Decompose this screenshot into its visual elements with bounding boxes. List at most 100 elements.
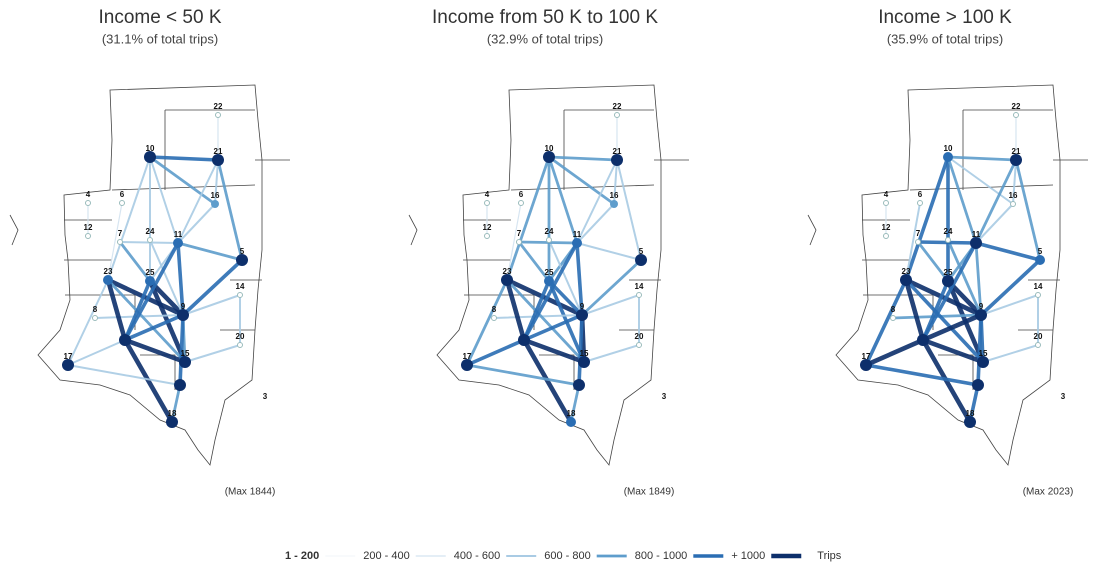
flow-line: [465, 363, 581, 387]
zone-label: 24: [545, 227, 554, 236]
zone-node: [518, 200, 524, 206]
flow-line: [504, 277, 527, 343]
hub-node: [972, 379, 984, 391]
flow-line: [105, 277, 128, 343]
zone-node: [1010, 201, 1016, 207]
map: 22 10 21 16 4 6 12 7 24 11 5 23 25 9 14 8 20 17 15 18 3: [408, 84, 689, 466]
hub-node: [119, 334, 131, 346]
zone-label: 6: [918, 190, 923, 199]
flow-line: [583, 344, 640, 363]
flow-line: [177, 203, 216, 244]
zone-label: 18: [567, 409, 576, 418]
flow-line: [105, 277, 186, 318]
zone-node: [636, 292, 642, 298]
flow-line: [504, 277, 585, 318]
zone-label: 4: [884, 190, 889, 199]
zone-node: [119, 200, 125, 206]
flow-line: [975, 203, 1014, 244]
flow-line: [547, 155, 616, 206]
flow-line: [505, 155, 551, 282]
flow-line: [123, 313, 185, 342]
zone-node: [883, 200, 889, 206]
flow-line: [122, 337, 188, 365]
flow-line: [1014, 158, 1042, 262]
flow-line: [517, 240, 551, 283]
flow-line: [547, 155, 619, 162]
flow-line: [577, 313, 584, 387]
zone-node: [236, 254, 248, 266]
panel-title: Income < 50 K: [98, 7, 221, 28]
zone-node: [117, 239, 123, 245]
hub-node: [174, 379, 186, 391]
zone-label: 11: [972, 230, 981, 239]
flow-line: [522, 241, 579, 342]
zone-node: [177, 309, 189, 321]
flow-line: [176, 241, 244, 262]
max-label: (Max 1849): [624, 487, 675, 498]
zone-label: 16: [610, 191, 619, 200]
zone-node: [635, 254, 647, 266]
panel-subtitle: (35.9% of total trips): [887, 31, 1003, 46]
flow-line: [903, 277, 984, 318]
zone-node: [890, 315, 896, 321]
flow-line: [980, 294, 1039, 316]
zone-label: 24: [146, 227, 155, 236]
flow-line: [522, 313, 584, 342]
zone-node: [144, 151, 156, 163]
zone-node: [860, 359, 872, 371]
flow-line: [921, 241, 978, 342]
flow-line: [569, 383, 581, 424]
flow-line: [1012, 159, 1017, 205]
flow-line: [974, 158, 1018, 245]
flow-line: [149, 239, 184, 316]
flow-line: [974, 241, 1042, 262]
zone-label: 11: [573, 230, 582, 239]
zone-node: [943, 152, 953, 162]
zone-label: 12: [882, 223, 891, 232]
zone-label: 20: [1034, 332, 1043, 341]
zone-label: 7: [517, 229, 522, 238]
zone-label: 11: [174, 230, 183, 239]
flow-line: [505, 278, 586, 364]
zone-node: [614, 112, 620, 118]
zone-label: 10: [146, 144, 155, 153]
flow-line: [863, 337, 926, 368]
zone-label: 20: [635, 332, 644, 341]
flow-line: [920, 337, 986, 365]
zone-label: 22: [613, 102, 622, 111]
flow-line: [946, 155, 978, 245]
zone-label: 22: [1012, 102, 1021, 111]
flow-line: [904, 278, 985, 364]
zone-label: 23: [104, 267, 113, 276]
zone-node: [611, 154, 623, 166]
zone-label: 18: [168, 409, 177, 418]
zone-node: [572, 238, 582, 248]
flow-line: [107, 156, 151, 281]
zone-label: 23: [902, 267, 911, 276]
flow-line: [916, 240, 950, 283]
zone-label: 9: [181, 302, 186, 311]
zone-label: 4: [485, 190, 490, 199]
map: 22 10 21 16 4 6 12 7 24 11 5 23 25 9 14 8 20 17 15 18 3: [9, 84, 290, 466]
flow-line: [170, 383, 182, 424]
max-label: (Max 2023): [1023, 487, 1074, 498]
zone-node: [578, 356, 590, 368]
zone-node: [900, 274, 912, 286]
flow-line: [904, 155, 950, 282]
zone-node: [484, 200, 490, 206]
zone-node: [543, 151, 555, 163]
panel-title: Income > 100 K: [878, 7, 1012, 28]
zone-node: [103, 275, 113, 285]
zone-node: [977, 356, 989, 368]
zone-node: [516, 239, 522, 245]
zone-node: [484, 233, 490, 239]
flow-line: [177, 159, 219, 244]
flow-line: [182, 294, 241, 316]
zone-node: [915, 239, 921, 245]
flow-line: [905, 202, 921, 281]
zone-node: [501, 274, 513, 286]
flow-line: [864, 363, 980, 387]
flow-line: [613, 159, 618, 205]
zone-node: [576, 309, 588, 321]
zone-label: 23: [503, 267, 512, 276]
